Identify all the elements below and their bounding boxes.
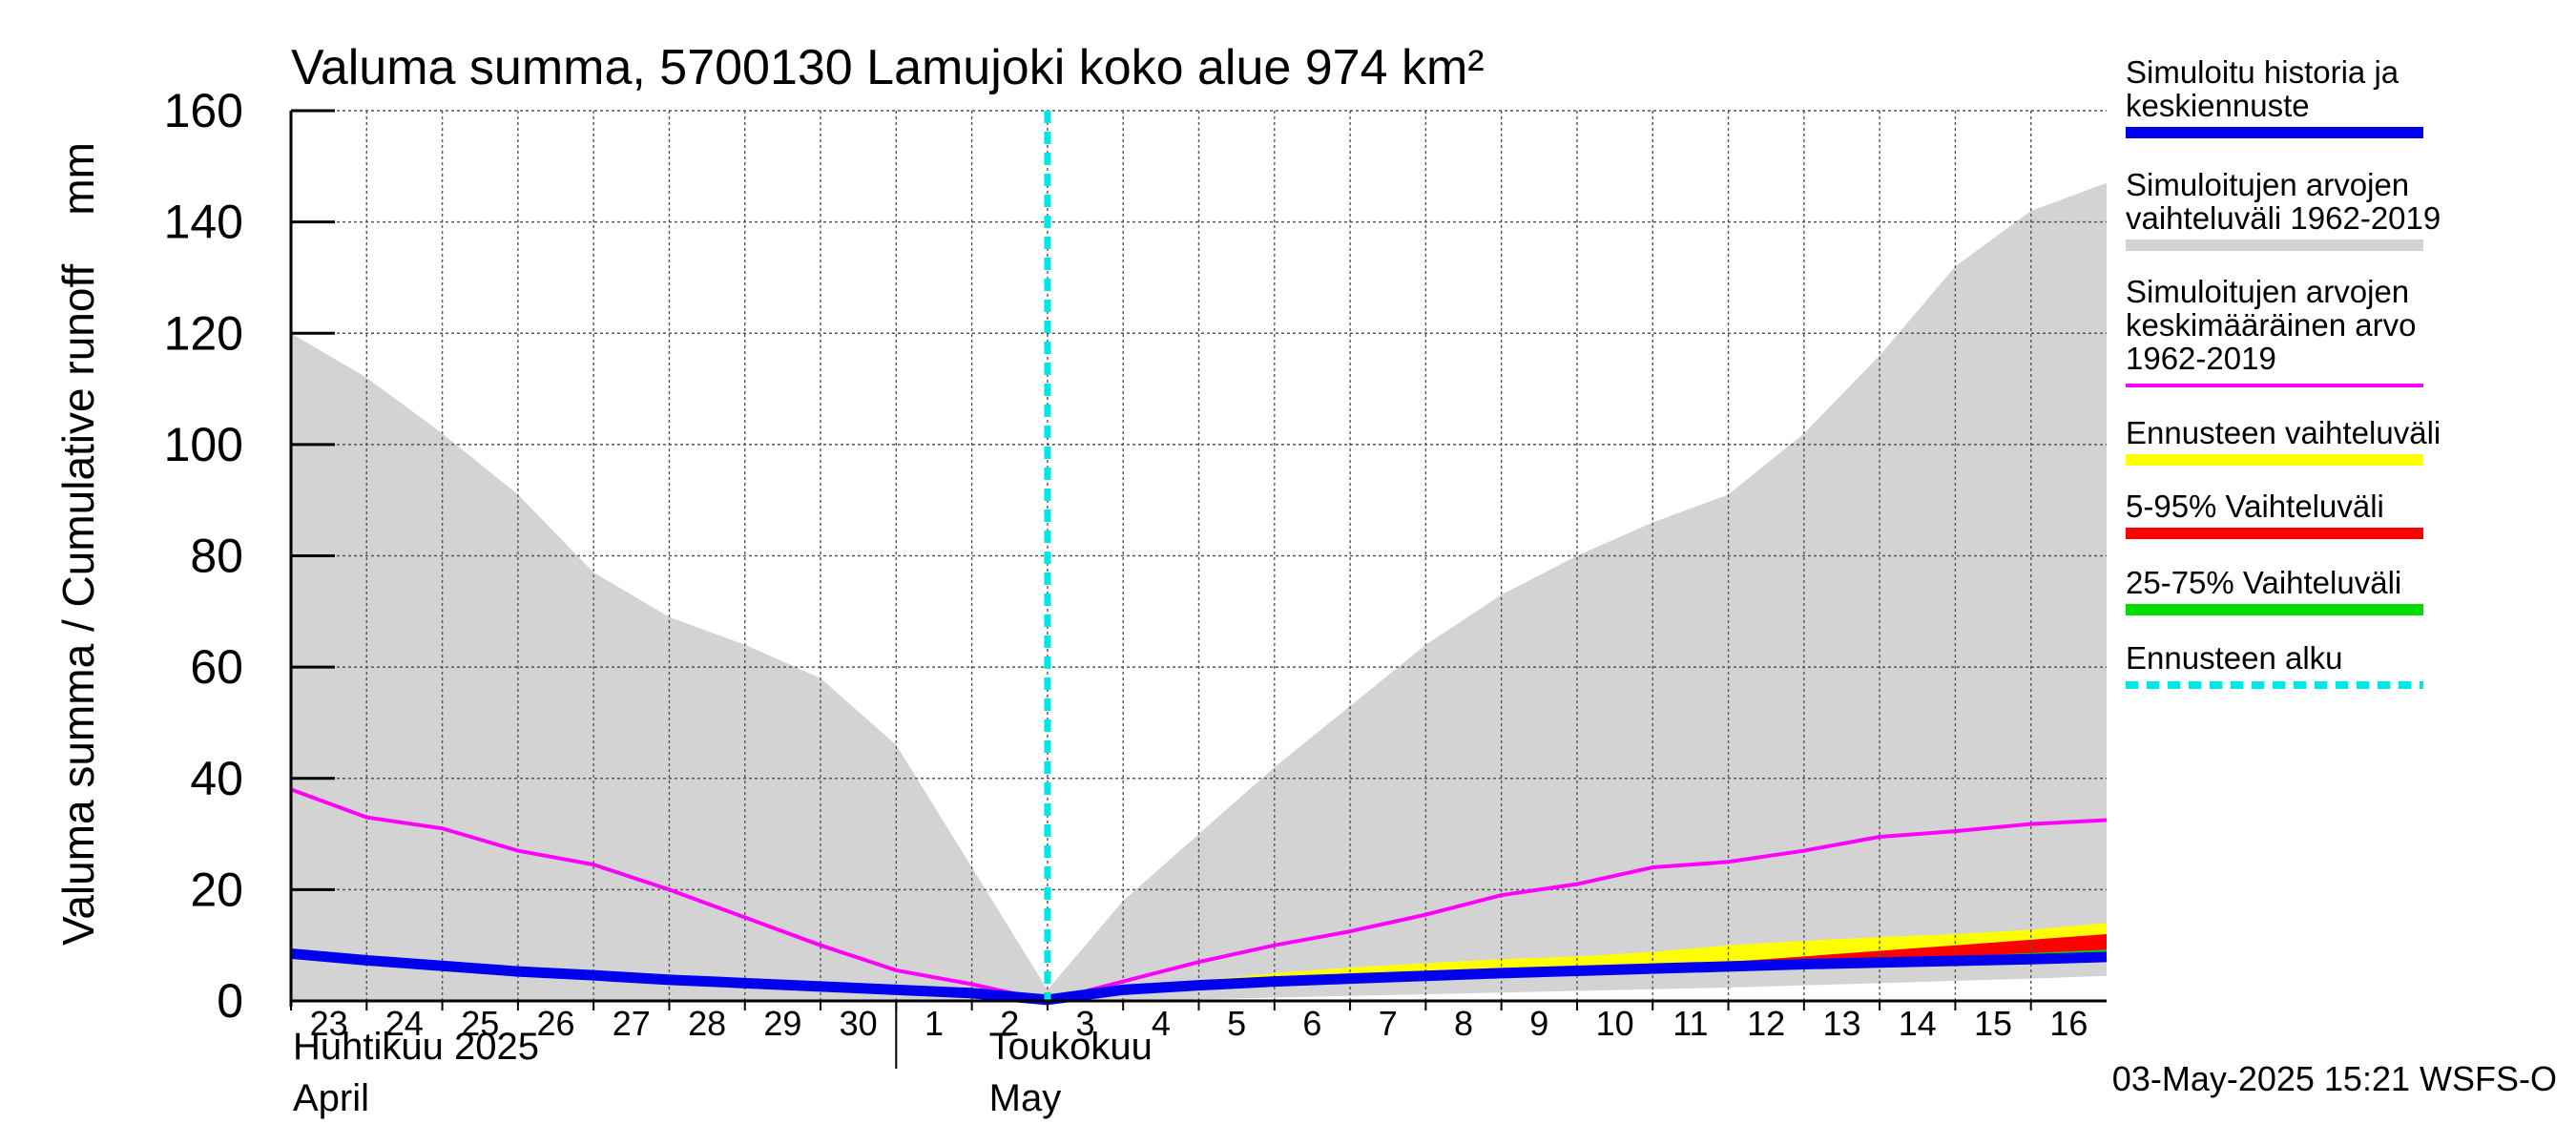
y-tick-label: 60 <box>190 640 243 694</box>
legend-label: Ennusteen vaihteluväli <box>2126 415 2441 450</box>
y-axis-label: Valuma summa / Cumulative runoff mm <box>53 142 103 946</box>
legend-label: Simuloitu historia ja <box>2126 54 2399 90</box>
legend-label: vaihteluväli 1962-2019 <box>2126 200 2441 236</box>
x-tick-label: 24 <box>385 1004 424 1043</box>
y-tick-label: 140 <box>164 196 243 249</box>
y-tick-label: 0 <box>217 974 243 1028</box>
series-line-0 <box>290 787 2108 1003</box>
x-tick-label: 2 <box>1000 1004 1019 1043</box>
x-tick-label: 26 <box>536 1004 574 1043</box>
x-tick-label: 29 <box>763 1004 801 1043</box>
month-label-en: April <box>293 1077 369 1119</box>
x-tick-label: 15 <box>1974 1004 2012 1043</box>
x-tick-label: 8 <box>1454 1004 1473 1043</box>
month-label-en: May <box>989 1077 1062 1119</box>
x-tick-label: 7 <box>1379 1004 1398 1043</box>
y-tick-label: 40 <box>190 752 243 805</box>
legend-label: 5-95% Vaihteluväli <box>2126 489 2384 524</box>
plot-area <box>290 110 2108 1006</box>
x-tick-label: 10 <box>1596 1004 1634 1043</box>
legend-label: Simuloitujen arvojen <box>2126 274 2409 309</box>
footer-timestamp: 03-May-2025 15:21 WSFS-O <box>2112 1059 2557 1098</box>
month-label-fi: Toukokuu <box>989 1026 1153 1068</box>
chart-title: Valuma summa, 5700130 Lamujoki koko alue… <box>291 40 1485 95</box>
y-tick-label: 20 <box>190 863 243 916</box>
legend-label: keskimääräinen arvo <box>2126 307 2416 343</box>
y-tick-label: 100 <box>164 418 243 471</box>
legend-label: 25-75% Vaihteluväli <box>2126 565 2401 600</box>
x-tick-label: 13 <box>1822 1004 1860 1043</box>
y-tick-label: 120 <box>164 306 243 360</box>
legend-label: Simuloitujen arvojen <box>2126 167 2409 202</box>
x-tick-label: 4 <box>1152 1004 1171 1043</box>
x-tick-label: 30 <box>840 1004 878 1043</box>
y-tick-label: 160 <box>164 84 243 137</box>
band-0 <box>291 182 2107 1001</box>
x-tick-label: 1 <box>924 1004 944 1043</box>
legend-label: 1962-2019 <box>2126 341 2276 376</box>
x-tick-label: 9 <box>1529 1004 1548 1043</box>
x-tick-label: 12 <box>1747 1004 1785 1043</box>
x-tick-label: 16 <box>2049 1004 2088 1043</box>
month-label-fi: Huhtikuu 2025 <box>293 1026 539 1068</box>
x-tick-label: 25 <box>461 1004 499 1043</box>
y-tick-label: 80 <box>190 530 243 583</box>
x-tick-label: 3 <box>1076 1004 1095 1043</box>
x-tick-label: 28 <box>688 1004 726 1043</box>
x-tick-label: 14 <box>1899 1004 1937 1043</box>
series-line-1 <box>290 947 2108 1006</box>
x-tick-label: 27 <box>613 1004 651 1043</box>
x-tick-label: 11 <box>1672 1004 1708 1043</box>
x-tick-label: 23 <box>310 1004 348 1043</box>
legend-label: Ennusteen alku <box>2126 640 2343 676</box>
x-tick-label: 5 <box>1227 1004 1246 1043</box>
legend-label: keskiennuste <box>2126 88 2310 123</box>
x-tick-label: 6 <box>1302 1004 1321 1043</box>
